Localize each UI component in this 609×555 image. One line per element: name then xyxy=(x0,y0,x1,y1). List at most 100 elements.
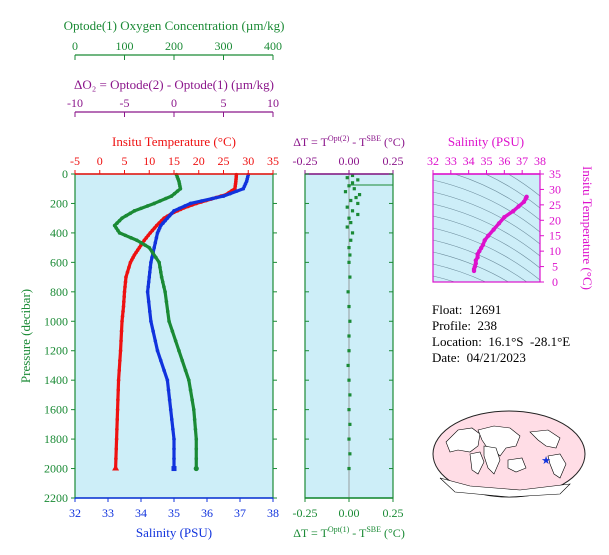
delta-t-bottom-tick-label: 0.25 xyxy=(383,506,404,520)
ts-point xyxy=(516,204,521,209)
series-point-temperature xyxy=(154,223,159,228)
series-point-temperature xyxy=(115,427,119,432)
temperature-axis-label: Insitu Temperature (°C) xyxy=(112,134,236,149)
ts-y-tick-label: 30 xyxy=(549,182,561,196)
series-point-temperature xyxy=(127,265,131,270)
info-float: Float: 12691 xyxy=(432,302,501,318)
pressure-tick-label: 600 xyxy=(50,255,68,269)
delta-t-point xyxy=(350,173,355,178)
ts-x-tick-label: 36 xyxy=(498,154,510,168)
series-point-oxygen xyxy=(123,233,128,238)
ts-y-tick-label: 5 xyxy=(552,260,558,274)
pressure-tick-label: 1600 xyxy=(44,403,68,417)
series-point-temperature xyxy=(118,348,123,353)
delta-o2-tick-label: 10 xyxy=(267,96,279,110)
ts-point xyxy=(491,227,496,232)
temperature-tick-label: 20 xyxy=(193,154,205,168)
series-point-oxygen xyxy=(117,218,122,223)
series-point-oxygen xyxy=(177,348,181,353)
series-point-salinity xyxy=(167,213,172,218)
series-point-oxygen xyxy=(178,186,183,191)
series-point-salinity xyxy=(150,255,154,260)
series-point-oxygen xyxy=(164,299,169,304)
series-point-salinity xyxy=(149,260,153,265)
series-point-oxygen xyxy=(158,199,162,203)
ts-contour xyxy=(433,203,540,257)
delta-t-point xyxy=(348,393,352,397)
series-point-temperature xyxy=(115,407,120,412)
series-point-salinity xyxy=(154,236,159,240)
series-point-salinity xyxy=(166,388,171,392)
series-endpoint-salinity xyxy=(171,466,177,472)
salinity-tick-label: 32 xyxy=(69,506,81,520)
ts-point xyxy=(486,233,491,238)
delta-t-point xyxy=(347,304,351,309)
ts-point xyxy=(496,221,502,226)
series-point-oxygen xyxy=(157,260,161,265)
series-point-salinity xyxy=(159,358,163,363)
delta-o2-tick-label: 5 xyxy=(221,96,227,110)
series-point-oxygen xyxy=(194,437,199,441)
delta-t-point xyxy=(343,190,348,194)
salinity-tick-label: 33 xyxy=(102,506,114,520)
series-point-temperature xyxy=(116,398,120,402)
ts-y-tick-label: 20 xyxy=(549,213,561,227)
ts-contour xyxy=(433,275,456,282)
series-point-temperature xyxy=(115,417,120,422)
series-point-temperature xyxy=(114,437,119,441)
series-point-salinity xyxy=(155,348,160,353)
series-point-oxygen xyxy=(158,265,162,270)
pressure-tick-label: 1200 xyxy=(44,344,68,358)
series-point-oxygen xyxy=(143,243,147,247)
series-point-salinity xyxy=(146,280,151,284)
series-point-oxygen xyxy=(163,290,167,294)
salinity-tick-label: 34 xyxy=(135,506,147,520)
ts-point xyxy=(521,199,527,204)
ts-contour xyxy=(453,174,540,221)
location-value: 16.1°S -28.1°E xyxy=(488,334,571,349)
series-point-temperature xyxy=(122,294,126,299)
series-point-oxygen xyxy=(163,196,168,201)
series-point-oxygen xyxy=(170,329,175,333)
series-point-salinity xyxy=(165,378,170,382)
pressure-tick-label: 800 xyxy=(50,285,68,299)
delta-o2-axis-label: ΔO₂ = Optode(2) - Optode(1) (µm/kg) xyxy=(74,77,274,92)
delta-t-bottom-tick-label: -0.25 xyxy=(293,506,318,520)
ts-salinity-label: Salinity (PSU) xyxy=(448,134,524,149)
ts-y-tick-label: 35 xyxy=(549,167,561,181)
delta-o2-tick-label: 0 xyxy=(171,96,177,110)
series-point-temperature xyxy=(120,319,124,324)
delta-t-point xyxy=(347,437,351,441)
oxygen-tick-label: 300 xyxy=(215,39,233,53)
series-point-temperature xyxy=(119,339,123,343)
delta-t-point xyxy=(347,184,351,188)
series-point-temperature xyxy=(122,290,127,294)
series-point-temperature xyxy=(121,309,125,314)
salinity-tick-label: 35 xyxy=(168,506,180,520)
profile-curves xyxy=(112,172,251,472)
series-point-salinity xyxy=(228,191,232,196)
series-point-oxygen xyxy=(172,191,177,196)
delta-t-point xyxy=(346,363,350,368)
series-point-temperature xyxy=(123,280,128,284)
info-location: Location: 16.1°S -28.1°E xyxy=(432,334,570,350)
float-label: Float: xyxy=(432,302,463,317)
date-value: 04/21/2023 xyxy=(466,350,526,365)
series-point-oxygen xyxy=(139,240,143,245)
ts-point xyxy=(475,252,480,257)
delta-t-top-tick-label: 0.00 xyxy=(339,154,360,168)
ts-contour xyxy=(433,251,509,282)
series-point-oxygen xyxy=(147,245,152,250)
series-endpoint-oxygen xyxy=(193,465,199,472)
series-point-salinity xyxy=(145,290,150,294)
temperature-tick-label: 15 xyxy=(168,154,180,168)
series-point-salinity xyxy=(172,456,176,461)
series-point-oxygen xyxy=(145,204,150,208)
series-point-salinity xyxy=(170,417,174,422)
delta-t-point xyxy=(350,181,355,185)
series-point-salinity xyxy=(155,231,160,235)
series-point-temperature xyxy=(148,231,153,235)
series-point-salinity xyxy=(162,368,166,373)
pressure-axis-label: Pressure (decibar) xyxy=(18,289,33,383)
